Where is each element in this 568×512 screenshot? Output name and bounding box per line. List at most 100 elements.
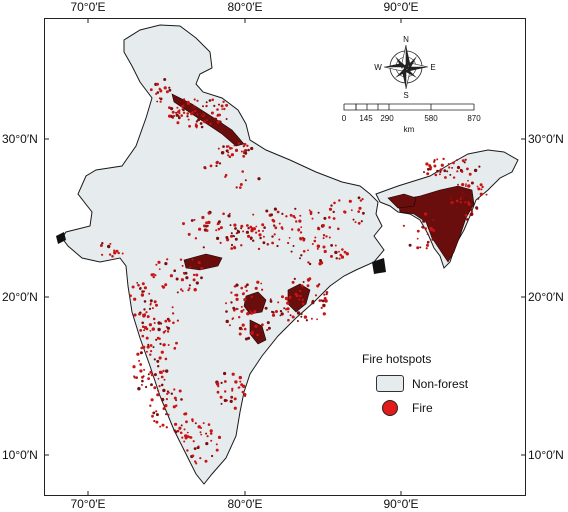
compass-e: E xyxy=(430,63,435,72)
fire-point xyxy=(167,391,170,394)
fire-point xyxy=(142,345,146,349)
fire-point xyxy=(243,393,247,396)
fire-point xyxy=(181,264,184,267)
fire-point xyxy=(469,208,473,212)
fire-point xyxy=(232,306,236,310)
fire-point xyxy=(196,99,199,102)
fire-point xyxy=(261,288,264,291)
fire-point xyxy=(166,330,170,333)
fire-point xyxy=(419,246,422,249)
fire-point xyxy=(436,158,439,161)
fire-point xyxy=(176,121,180,125)
fire-point xyxy=(238,332,242,336)
fire-point xyxy=(311,299,315,303)
fire-point xyxy=(183,440,186,443)
fire-point xyxy=(479,183,483,187)
fire-point xyxy=(244,395,247,397)
fire-point xyxy=(234,293,237,297)
fire-point xyxy=(433,160,436,163)
fire-point xyxy=(213,124,217,128)
fire-point xyxy=(325,235,328,238)
fire-point xyxy=(193,264,197,268)
fire-point xyxy=(169,274,173,278)
fire-point xyxy=(299,294,302,298)
fire-point xyxy=(443,169,447,173)
fire-point xyxy=(139,351,143,355)
fire-point xyxy=(457,183,459,186)
fire-point xyxy=(289,213,293,217)
fire-point xyxy=(296,320,299,322)
fire-point xyxy=(165,426,168,429)
fire-point xyxy=(477,197,480,200)
fire-point xyxy=(261,223,265,227)
fire-point xyxy=(206,435,209,438)
fire-point xyxy=(161,285,164,288)
lon-label-top-90: 90°0′E xyxy=(383,0,419,14)
fire-point xyxy=(205,104,208,108)
fire-point xyxy=(444,176,447,179)
fire-point xyxy=(231,372,235,376)
fire-point xyxy=(99,244,103,247)
fire-point xyxy=(240,244,243,247)
fire-point xyxy=(233,144,236,147)
fire-point xyxy=(246,312,250,316)
fire-point xyxy=(192,278,196,282)
fire-point xyxy=(324,299,328,303)
fire-point xyxy=(463,193,466,196)
fire-point xyxy=(186,449,189,452)
fire-point xyxy=(281,212,284,215)
fire-point xyxy=(168,106,171,109)
fire-point xyxy=(467,184,471,188)
fire-point xyxy=(184,436,188,440)
fire-point xyxy=(217,147,220,150)
fire-point xyxy=(207,220,211,225)
fire-point xyxy=(258,233,262,237)
fire-point xyxy=(191,454,195,458)
fire-point xyxy=(269,300,273,303)
fire-point xyxy=(322,312,326,316)
fire-point xyxy=(241,323,245,327)
fire-point xyxy=(228,324,231,327)
fire-point xyxy=(140,383,143,386)
fire-point xyxy=(402,224,405,227)
legend-label-non-forest: Non-forest xyxy=(412,376,469,391)
fire-point xyxy=(359,199,363,202)
fire-point xyxy=(183,104,186,107)
fire-point xyxy=(308,262,312,266)
fire-point xyxy=(164,404,168,408)
fire-point xyxy=(277,301,280,304)
fire-point xyxy=(160,350,164,354)
fire-point xyxy=(141,379,144,383)
fire-point xyxy=(422,219,426,223)
fire-point xyxy=(147,377,151,380)
fire-point xyxy=(230,396,233,399)
fire-point xyxy=(145,311,148,314)
fire-point xyxy=(136,282,139,284)
fire-point xyxy=(459,197,462,200)
fire-point xyxy=(143,308,146,311)
fire-point xyxy=(156,91,160,94)
north-arrow: N S E W xyxy=(374,35,435,100)
fire-point xyxy=(357,196,361,200)
fire-point xyxy=(145,385,148,389)
fire-point xyxy=(192,273,196,277)
fire-point xyxy=(433,164,437,168)
fire-point xyxy=(272,219,276,223)
fire-point xyxy=(167,319,171,323)
fire-point xyxy=(256,333,259,337)
fire-point xyxy=(322,303,326,308)
fire-point xyxy=(321,299,325,303)
fire-point xyxy=(184,412,188,416)
fire-point xyxy=(456,159,459,161)
fire-point xyxy=(318,299,322,302)
fire-point xyxy=(316,284,320,288)
fire-point xyxy=(246,283,249,287)
fire-point xyxy=(138,312,141,316)
fire-point xyxy=(240,224,244,228)
fire-point xyxy=(215,448,219,452)
fire-point xyxy=(150,383,153,387)
coastal-feature-east xyxy=(372,258,386,274)
fire-point xyxy=(290,250,293,253)
fire-point xyxy=(215,382,220,386)
fire-point xyxy=(293,277,296,280)
